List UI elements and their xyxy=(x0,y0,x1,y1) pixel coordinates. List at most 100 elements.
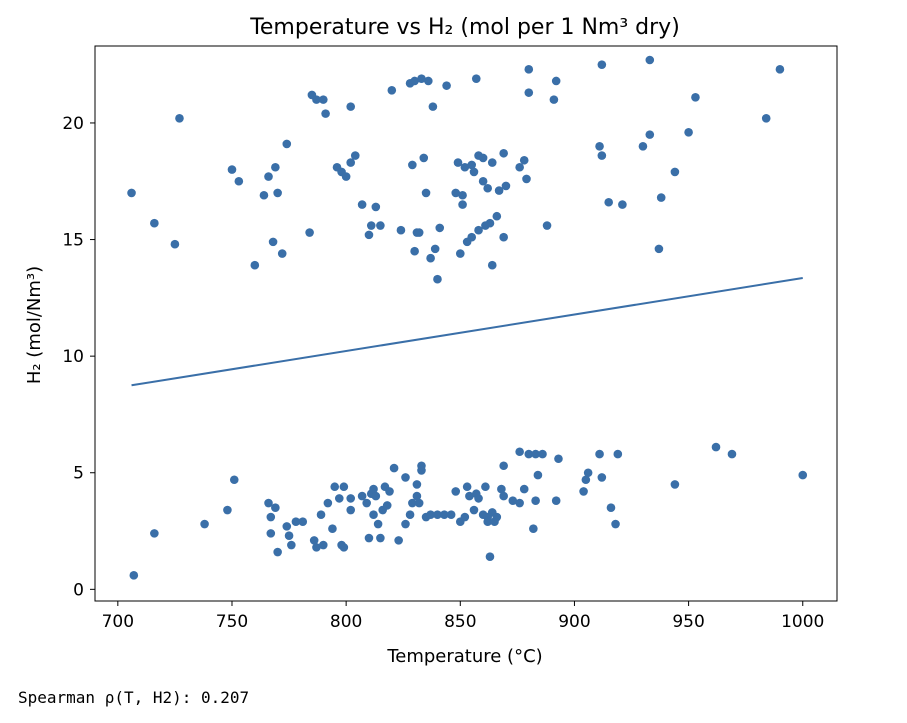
data-point xyxy=(268,237,278,247)
data-point xyxy=(385,487,394,496)
data-point xyxy=(727,449,737,459)
data-point xyxy=(319,540,328,550)
data-point xyxy=(312,543,321,552)
data-point xyxy=(474,494,483,503)
data-point xyxy=(369,484,378,494)
data-point xyxy=(492,512,502,522)
data-point xyxy=(604,197,613,207)
data-point xyxy=(408,160,417,170)
data-point xyxy=(519,155,529,165)
data-point xyxy=(282,139,292,149)
scatter-chart: Temperature vs H₂ (mol per 1 Nm³ dry) 70… xyxy=(24,15,838,667)
y-axis-label: H₂ (mol/Nm³) xyxy=(24,266,45,384)
data-point xyxy=(319,95,328,104)
data-point xyxy=(341,172,351,181)
data-point xyxy=(421,188,431,198)
data-point xyxy=(613,449,623,459)
data-point xyxy=(266,512,276,522)
data-point xyxy=(264,172,273,181)
data-point xyxy=(376,533,385,543)
data-point xyxy=(408,498,417,508)
data-point xyxy=(282,522,292,531)
data-point xyxy=(467,232,477,242)
data-point xyxy=(410,246,419,256)
data-point xyxy=(529,524,538,534)
data-point xyxy=(277,249,287,258)
data-point xyxy=(401,519,410,529)
data-point xyxy=(266,529,276,538)
data-point xyxy=(426,253,435,263)
data-point xyxy=(364,533,374,543)
data-point xyxy=(538,449,547,459)
data-point xyxy=(440,510,449,520)
data-point xyxy=(271,503,280,513)
data-point xyxy=(618,200,627,209)
y-tick-label: 20 xyxy=(62,114,84,134)
data-point xyxy=(387,86,397,95)
data-point xyxy=(478,176,488,186)
data-point xyxy=(442,81,451,90)
data-point xyxy=(499,461,508,471)
trend-line xyxy=(131,277,803,387)
data-point xyxy=(435,223,445,233)
data-point xyxy=(595,141,604,151)
data-point xyxy=(460,162,470,172)
data-point xyxy=(414,228,424,237)
data-point xyxy=(366,221,376,230)
data-point xyxy=(430,244,440,254)
data-point xyxy=(519,484,529,494)
data-point xyxy=(645,130,655,139)
data-point xyxy=(549,95,559,104)
data-point xyxy=(451,487,461,496)
data-point xyxy=(410,76,419,86)
data-point xyxy=(428,102,438,111)
x-tick-label: 750 xyxy=(216,612,248,632)
data-point xyxy=(371,491,381,501)
data-point xyxy=(499,491,508,501)
data-point xyxy=(460,512,470,522)
data-point xyxy=(316,510,326,520)
data-point xyxy=(499,232,508,242)
x-tick-label: 900 xyxy=(558,612,590,632)
data-point xyxy=(309,536,319,545)
data-point xyxy=(259,190,269,200)
data-point xyxy=(487,260,497,270)
data-point xyxy=(357,200,367,209)
data-point xyxy=(412,491,422,501)
data-point xyxy=(273,188,282,198)
data-point xyxy=(323,498,333,508)
data-point xyxy=(330,482,340,492)
data-point xyxy=(426,510,435,520)
data-point xyxy=(264,498,273,508)
data-point xyxy=(453,158,463,167)
data-point xyxy=(376,221,385,230)
data-point xyxy=(775,65,785,74)
data-point xyxy=(551,496,561,506)
data-point xyxy=(357,491,367,501)
data-point xyxy=(611,519,620,529)
data-point xyxy=(485,552,495,561)
x-tick-label: 700 xyxy=(102,612,134,632)
data-point xyxy=(483,517,492,527)
data-point xyxy=(656,193,666,202)
data-point xyxy=(312,95,321,104)
data-point xyxy=(291,517,301,527)
data-point xyxy=(478,153,488,163)
data-point xyxy=(595,449,604,459)
data-point xyxy=(150,218,159,228)
data-point xyxy=(597,60,607,69)
data-point xyxy=(396,225,406,235)
data-point xyxy=(287,540,296,550)
data-point xyxy=(334,494,344,503)
data-point xyxy=(551,76,561,86)
data-point xyxy=(533,470,543,480)
data-point xyxy=(234,176,244,186)
y-tick-label: 5 xyxy=(73,464,84,484)
data-point xyxy=(474,225,483,235)
data-point xyxy=(583,468,593,478)
data-point xyxy=(350,151,360,160)
data-point xyxy=(467,160,477,170)
data-point xyxy=(508,496,518,506)
data-point xyxy=(492,211,502,221)
data-point xyxy=(298,517,308,527)
